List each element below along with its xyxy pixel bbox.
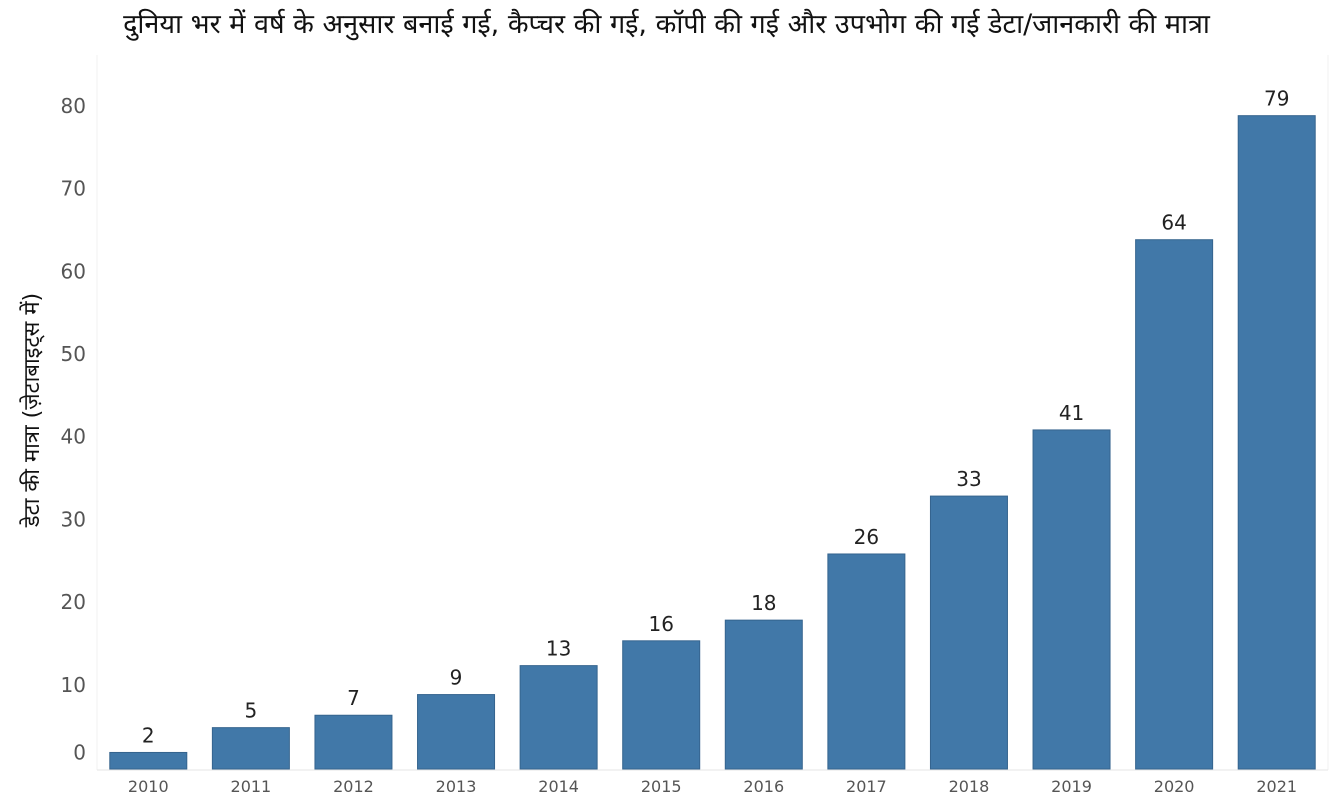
x-tick-label: 2016	[743, 777, 784, 796]
data-label: 33	[956, 467, 981, 491]
y-tick-label: 70	[61, 177, 86, 201]
x-tick-label: 2011	[231, 777, 272, 796]
data-label: 16	[648, 612, 673, 636]
bars	[109, 115, 1316, 770]
data-label: 41	[1059, 401, 1084, 425]
data-label: 79	[1264, 87, 1289, 111]
bar	[417, 694, 496, 770]
data-label: 18	[751, 591, 776, 615]
y-tick-label: 50	[61, 342, 86, 366]
data-label: 2	[142, 723, 155, 747]
x-axis-ticks: 2010 2011 2012 2013 2014 2015 2016 2017 2018 2019…	[128, 777, 1297, 796]
y-tick-label: 30	[61, 507, 86, 531]
x-tick-label: 2021	[1256, 777, 1297, 796]
x-tick-label: 2017	[846, 777, 887, 796]
x-tick-label: 2012	[333, 777, 374, 796]
bar	[929, 495, 1008, 770]
y-tick-label: 20	[61, 590, 86, 614]
x-tick-label: 2014	[538, 777, 579, 796]
bar	[211, 727, 290, 770]
x-tick-label: 2020	[1154, 777, 1195, 796]
y-tick-label: 60	[61, 259, 86, 283]
x-tick-label: 2019	[1051, 777, 1092, 796]
data-label: 9	[450, 666, 463, 690]
y-tick-label: 40	[61, 425, 86, 449]
bar	[109, 751, 188, 770]
data-label: 64	[1161, 211, 1186, 235]
x-tick-label: 2015	[641, 777, 682, 796]
bar	[724, 619, 803, 770]
y-axis-ticks: 0 10 20 30 40 50 60 70 80	[61, 94, 86, 765]
bar	[827, 553, 906, 770]
chart-title: दुनिया भर में वर्ष के अनुसार बनाई गई, कै…	[123, 9, 1210, 40]
bar	[1237, 115, 1316, 770]
data-label: 26	[854, 525, 879, 549]
bar	[314, 714, 393, 770]
y-tick-label: 10	[61, 673, 86, 697]
bar	[622, 640, 701, 770]
data-label: 7	[347, 686, 360, 710]
data-label: 5	[245, 699, 258, 723]
y-tick-label: 80	[61, 94, 86, 118]
bar	[1032, 429, 1111, 770]
y-tick-label: 0	[73, 741, 86, 765]
x-tick-label: 2013	[436, 777, 477, 796]
x-tick-label: 2018	[949, 777, 990, 796]
x-tick-label: 2010	[128, 777, 169, 796]
bar	[1135, 239, 1214, 770]
bar	[519, 665, 598, 770]
data-label: 13	[546, 637, 571, 661]
